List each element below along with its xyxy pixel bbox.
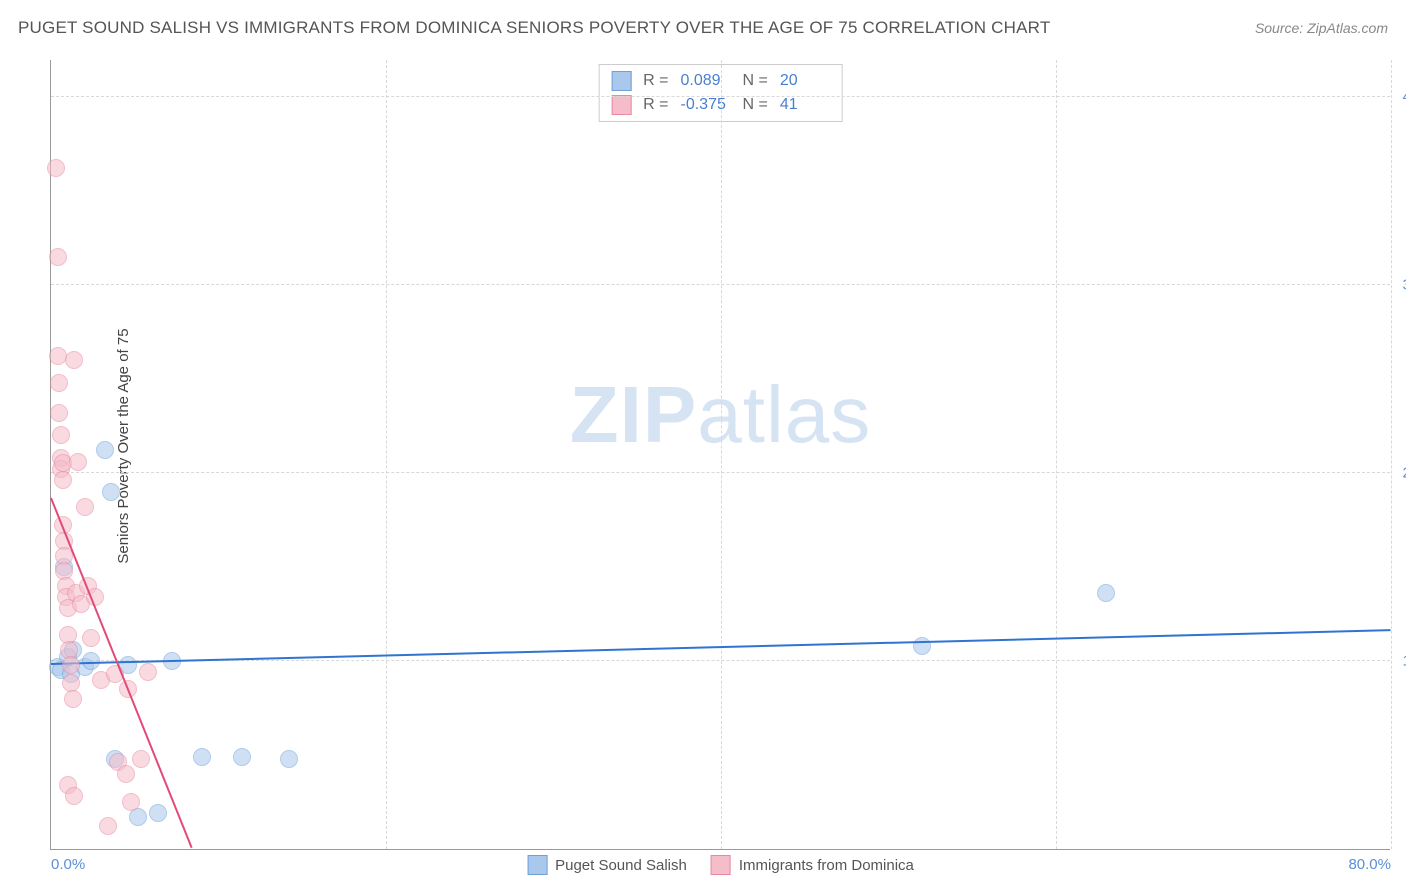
scatter-point [122,793,140,811]
r-label: R = [643,69,668,93]
scatter-point [132,750,150,768]
scatter-point [82,629,100,647]
gridline-vertical [386,60,387,849]
scatter-point [1097,584,1115,602]
source-attribution: Source: ZipAtlas.com [1255,20,1388,36]
scatter-point [102,483,120,501]
scatter-point [76,498,94,516]
gridline-vertical [721,60,722,849]
scatter-point [62,656,80,674]
scatter-point [69,453,87,471]
scatter-point [49,347,67,365]
scatter-point [49,248,67,266]
scatter-point [280,750,298,768]
scatter-point [149,804,167,822]
watermark-rest: atlas [697,370,871,459]
gridline-vertical [1056,60,1057,849]
swatch-series-2 [711,855,731,875]
scatter-point [50,404,68,422]
n-label: N = [743,69,768,93]
scatter-point [96,441,114,459]
chart-title: PUGET SOUND SALISH VS IMMIGRANTS FROM DO… [18,18,1050,38]
legend-item-series-1: Puget Sound Salish [527,855,687,875]
scatter-point [913,637,931,655]
x-tick-label: 80.0% [1348,856,1391,873]
bottom-legend: Puget Sound Salish Immigrants from Domin… [527,855,914,875]
scatter-point [193,748,211,766]
legend-item-series-2: Immigrants from Dominica [711,855,914,875]
watermark-bold: ZIP [570,370,697,459]
y-tick-label: 10.0% [1402,652,1406,669]
scatter-point [65,351,83,369]
scatter-point [65,787,83,805]
scatter-point [139,663,157,681]
title-bar: PUGET SOUND SALISH VS IMMIGRANTS FROM DO… [18,18,1388,38]
y-tick-label: 20.0% [1402,464,1406,481]
scatter-point [233,748,251,766]
y-tick-label: 40.0% [1402,88,1406,105]
scatter-point [47,159,65,177]
swatch-series-1 [611,71,631,91]
n-value-series-1: 20 [780,69,830,93]
scatter-point [54,471,72,489]
legend-label-series-1: Puget Sound Salish [555,857,687,874]
swatch-series-2 [611,95,631,115]
scatter-point [64,690,82,708]
swatch-series-1 [527,855,547,875]
r-value-series-1: 0.089 [681,69,731,93]
x-tick-label: 0.0% [51,856,85,873]
gridline-vertical [1391,60,1392,849]
scatter-point [117,765,135,783]
scatter-point [52,426,70,444]
scatter-point [50,374,68,392]
legend-label-series-2: Immigrants from Dominica [739,857,914,874]
scatter-point [99,817,117,835]
y-tick-label: 30.0% [1402,276,1406,293]
plot-area: ZIPatlas R = 0.089 N = 20 R = -0.375 N =… [50,60,1390,850]
